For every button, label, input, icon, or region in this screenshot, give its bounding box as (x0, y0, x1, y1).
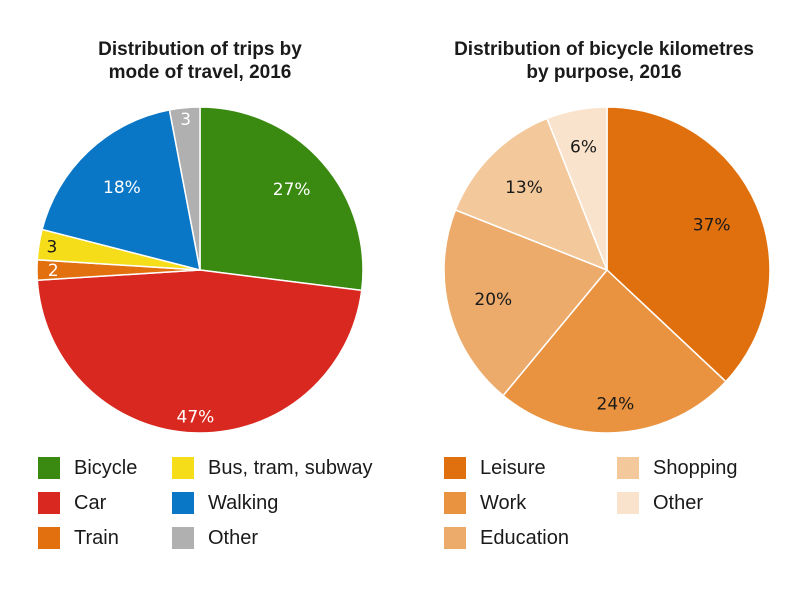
legend-label: Education (480, 526, 569, 549)
legend-swatch (617, 492, 639, 514)
legend-swatch (617, 457, 639, 479)
legend-swatch (38, 457, 60, 479)
slice-data-label: 2 (48, 261, 59, 281)
chart-title-line: mode of travel, 2016 (108, 62, 292, 83)
legend-item: Leisure (444, 456, 546, 480)
legend-item: Walking (172, 491, 278, 515)
legend-label: Bus, tram, subway (208, 456, 373, 479)
legend-label: Other (208, 526, 259, 549)
legend-swatch (172, 492, 194, 514)
slice-data-label: 3 (180, 110, 191, 130)
slice-data-label: 18% (103, 178, 141, 198)
pie-slice-car (36, 269, 363, 434)
legend-label: Work (480, 491, 527, 514)
legend-item: Train (38, 526, 119, 550)
legend-item: Car (38, 491, 106, 515)
slice-data-label: 3 (46, 238, 57, 258)
pie-slice-shopping (454, 117, 609, 272)
slice-data-label: 27% (273, 180, 311, 200)
legend-swatch (172, 527, 194, 549)
slice-data-label: 20% (474, 290, 512, 310)
slice-data-label: 47% (177, 408, 215, 428)
legend-item: Shopping (617, 456, 738, 480)
legend-item: Education (444, 526, 569, 550)
pie-slice-education (443, 209, 609, 397)
legend-label: Walking (208, 491, 279, 514)
slice-data-label: 24% (597, 394, 635, 414)
slice-data-label: 37% (693, 216, 731, 236)
pie-slice-work (502, 268, 727, 434)
legend-item: Work (444, 491, 526, 515)
legend-swatch (444, 457, 466, 479)
legend-label: Bicycle (74, 456, 138, 479)
legend-swatch (444, 527, 466, 549)
chart-title-trips: Distribution of trips by mode of travel,… (20, 38, 380, 84)
legend-swatch (38, 492, 60, 514)
slice-data-label: 6% (570, 138, 597, 158)
legend-item: Other (617, 491, 703, 515)
legend-label: Car (74, 491, 107, 514)
legend-swatch (444, 492, 466, 514)
pie-slice-bicycle (199, 106, 364, 292)
chart-title-line: Distribution of bicycle kilometres (454, 39, 754, 60)
legend-item: Bus, tram, subway (172, 456, 373, 480)
legend-item: Other (172, 526, 258, 550)
legend-label: Other (653, 491, 704, 514)
legend-swatch (38, 527, 60, 549)
chart-title-bicycle-km: Distribution of bicycle kilometres by pu… (424, 38, 784, 84)
legend-label: Leisure (480, 456, 546, 479)
legend-item: Bicycle (38, 456, 137, 480)
legend-label: Shopping (653, 456, 738, 479)
pie-slice-walking (41, 109, 201, 272)
legend-swatch (172, 457, 194, 479)
chart-title-line: by purpose, 2016 (526, 62, 682, 83)
legend-label: Train (74, 526, 119, 549)
chart-title-line: Distribution of trips by (98, 39, 302, 60)
pie-slice-other (546, 106, 608, 271)
pie-slice-leisure (606, 106, 771, 383)
slice-data-label: 13% (505, 178, 543, 198)
pie-slice-other (168, 106, 201, 271)
